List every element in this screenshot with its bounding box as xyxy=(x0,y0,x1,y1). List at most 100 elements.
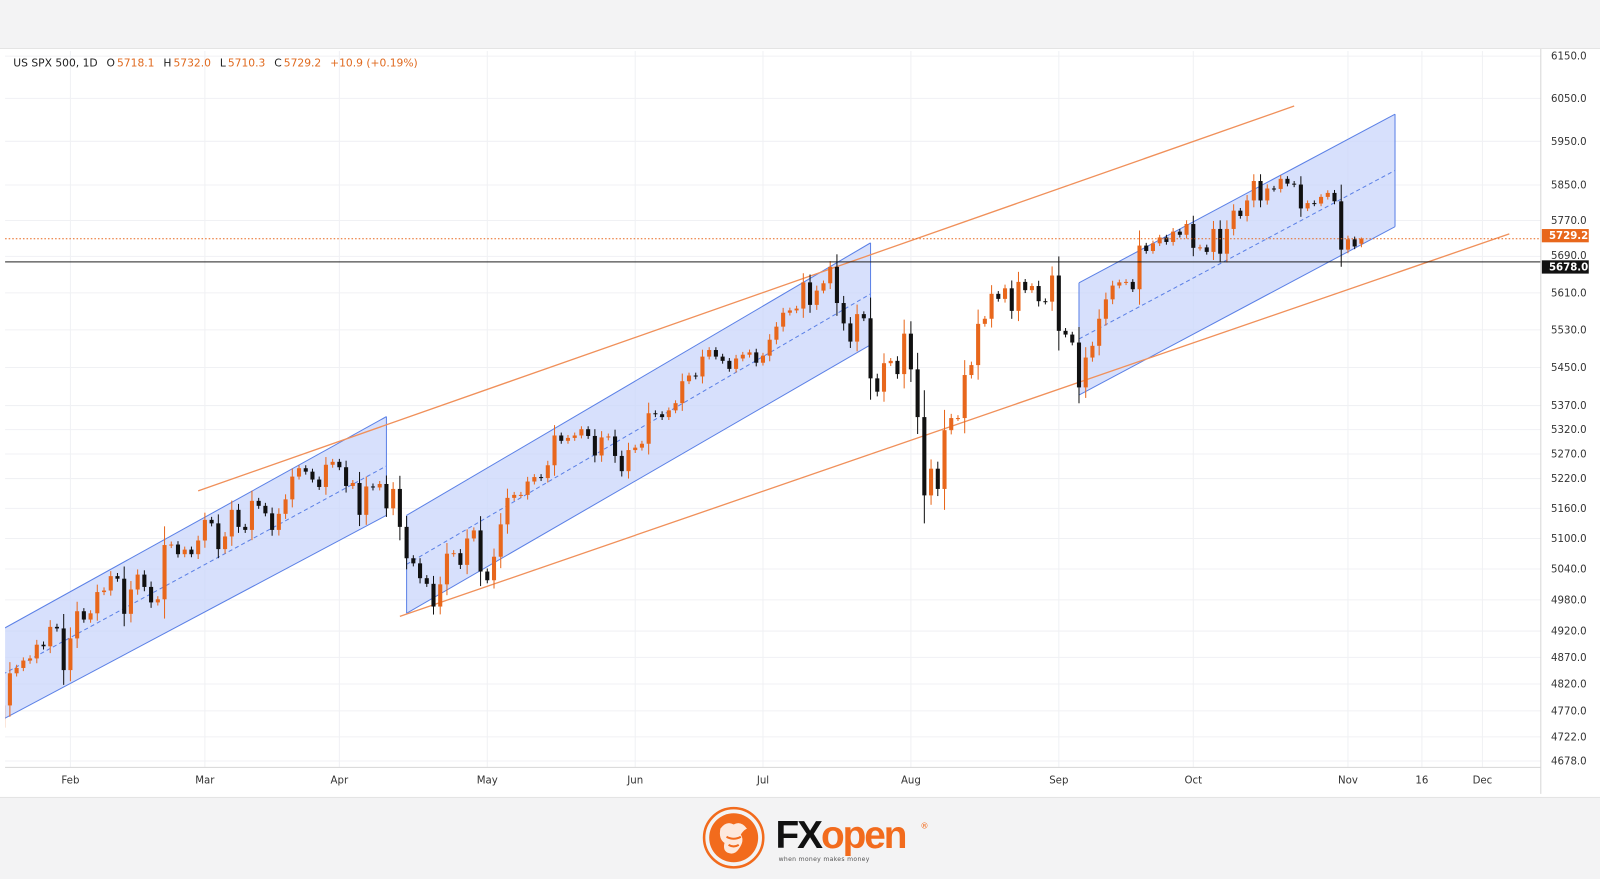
candle xyxy=(491,548,497,589)
price-tick-label: 5610.0 xyxy=(1551,288,1587,299)
candle-body xyxy=(1359,238,1364,244)
time-axis[interactable]: Feb Mar Apr May Jun Jul Aug Sep Oct Nov 16 Dec xyxy=(61,776,1492,787)
candle xyxy=(572,432,577,441)
candle-body xyxy=(754,352,759,363)
candle xyxy=(202,512,207,548)
candle-body xyxy=(539,477,544,479)
candle xyxy=(834,254,839,316)
candle xyxy=(525,476,530,500)
candle xyxy=(713,347,718,360)
candle-body xyxy=(1137,245,1142,290)
candle xyxy=(81,608,86,623)
candle xyxy=(821,280,826,294)
time-tick-label: Mar xyxy=(195,776,215,787)
candle-body xyxy=(1016,281,1021,311)
candle-body xyxy=(1090,345,1095,358)
candle xyxy=(814,285,819,310)
time-tick-label: Jul xyxy=(756,776,769,787)
candle xyxy=(418,558,423,584)
candle xyxy=(908,321,913,382)
candle-body xyxy=(48,626,53,647)
candle xyxy=(1050,266,1055,311)
candle-body xyxy=(949,418,954,431)
candle-body xyxy=(518,494,523,496)
price-tick-label: 5270.0 xyxy=(1551,450,1587,461)
candle-body xyxy=(700,356,705,377)
candle xyxy=(14,664,19,677)
candle xyxy=(969,361,974,379)
fxopen-logo: FXopen xyxy=(775,814,908,858)
candle-body xyxy=(41,644,46,647)
candle-body xyxy=(814,290,819,305)
regression-channel xyxy=(406,242,871,614)
candle xyxy=(344,460,349,493)
candle xyxy=(236,503,241,533)
candle-body xyxy=(1124,281,1129,283)
candle-body xyxy=(1050,275,1055,302)
candle xyxy=(902,319,907,389)
candle xyxy=(471,527,476,542)
candle xyxy=(1103,292,1108,326)
candle xyxy=(1224,220,1229,263)
candle-body xyxy=(881,363,887,392)
channel-lower-line xyxy=(5,514,387,719)
candle-body xyxy=(135,574,140,590)
candle xyxy=(848,317,853,348)
candle xyxy=(438,576,443,615)
candle-body xyxy=(1157,237,1162,244)
trendline xyxy=(399,233,1510,618)
candle xyxy=(680,373,685,411)
candle xyxy=(1137,230,1142,305)
candle-body xyxy=(1184,224,1189,235)
candle xyxy=(552,425,557,476)
candle xyxy=(1271,185,1277,192)
candle-body xyxy=(713,350,718,357)
candle-body xyxy=(525,481,530,495)
candle-body xyxy=(707,350,712,357)
candle xyxy=(740,351,745,362)
candle-body xyxy=(1211,228,1216,252)
candle-body xyxy=(7,673,12,706)
candle xyxy=(693,372,698,380)
drawings[interactable] xyxy=(0,105,1510,723)
candle-body xyxy=(1325,192,1330,197)
candle xyxy=(841,295,846,331)
candle xyxy=(754,348,759,367)
candle-body xyxy=(1171,231,1176,242)
open-value: 5718.1 xyxy=(116,57,155,70)
candle-body xyxy=(458,553,463,565)
candle xyxy=(189,546,194,558)
candle xyxy=(707,347,712,360)
candle-body xyxy=(162,545,167,600)
price-tick-label: 5950.0 xyxy=(1551,137,1587,148)
low-label: L xyxy=(219,57,226,70)
candle xyxy=(323,457,328,495)
candle xyxy=(1251,174,1256,208)
channel-lower-line xyxy=(1078,226,1396,396)
price-lines xyxy=(5,238,1541,263)
candle xyxy=(1029,283,1034,293)
price-label-box xyxy=(1541,260,1589,274)
candle xyxy=(942,409,947,510)
candle-body xyxy=(908,333,913,370)
candle xyxy=(720,353,725,364)
candle xyxy=(586,426,591,439)
candle xyxy=(700,349,705,384)
candle xyxy=(807,274,813,313)
grid xyxy=(5,51,1541,768)
price-axis[interactable]: 6150.0 6050.0 5950.0 5850.0 5770.0 5690.0 5610… xyxy=(1551,52,1587,768)
candle xyxy=(606,433,611,441)
candle xyxy=(579,426,584,439)
candle xyxy=(1197,244,1203,251)
candle-body xyxy=(128,589,133,614)
channel-lower-line xyxy=(406,344,871,614)
candle-body xyxy=(1298,184,1303,209)
candle-body xyxy=(404,526,409,559)
candle-body xyxy=(639,443,644,448)
candle-body xyxy=(855,314,860,342)
candle-body xyxy=(1150,243,1155,251)
candle xyxy=(673,400,678,414)
candle-body xyxy=(256,500,261,506)
channel-upper-line xyxy=(1078,113,1396,284)
